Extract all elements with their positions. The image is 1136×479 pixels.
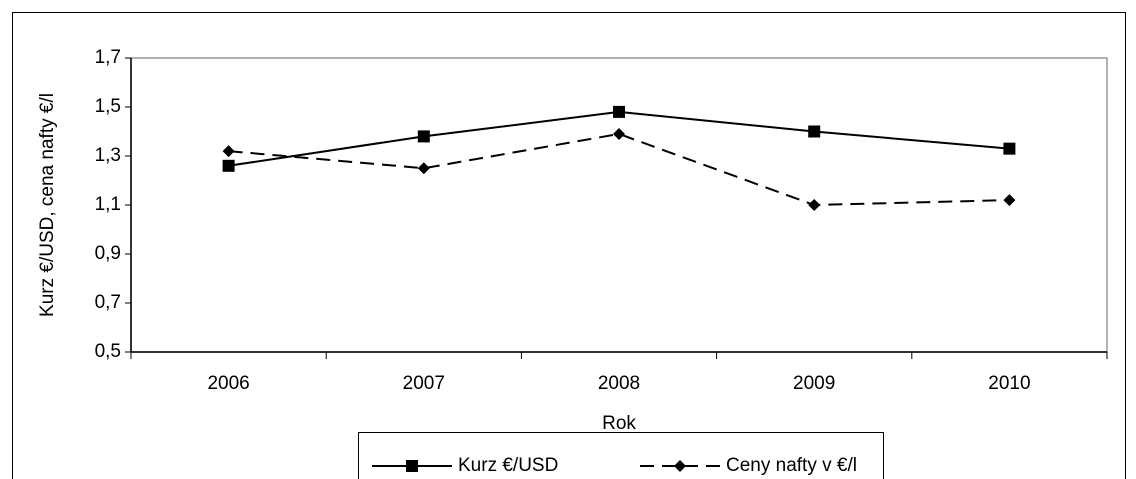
y-tick-label: 1,5 xyxy=(95,96,121,117)
legend-marker xyxy=(674,460,686,472)
y-axis-label: Kurz €/USD, cena nafty €/l xyxy=(37,93,58,317)
marker xyxy=(613,127,625,140)
marker xyxy=(417,162,430,175)
legend-marker xyxy=(406,460,418,472)
marker xyxy=(417,130,430,143)
y-tick-label: 0,5 xyxy=(95,341,121,362)
y-tick-label: 1,3 xyxy=(95,145,121,166)
marker xyxy=(808,199,821,211)
x-tick-label: 2009 xyxy=(793,373,835,394)
legend-label: Ceny nafty v €/l xyxy=(726,455,857,476)
marker xyxy=(1003,142,1016,155)
chart-frame xyxy=(12,12,1126,479)
legend-label: Kurz €/USD xyxy=(458,455,558,476)
x-tick-label: 2007 xyxy=(403,373,445,394)
y-tick-label: 1,7 xyxy=(95,47,121,68)
marker xyxy=(808,125,821,138)
marker xyxy=(222,145,235,158)
marker xyxy=(613,105,625,118)
x-tick-label: 2006 xyxy=(207,373,249,394)
y-tick-label: 0,7 xyxy=(95,292,121,313)
y-tick-label: 0,9 xyxy=(95,243,121,264)
marker xyxy=(1003,194,1016,207)
x-axis-label: Rok xyxy=(602,413,636,434)
legend-box xyxy=(358,432,884,479)
x-tick-label: 2010 xyxy=(988,373,1030,394)
y-tick-label: 1,1 xyxy=(95,194,121,215)
marker xyxy=(222,159,235,172)
series-line xyxy=(228,132,1010,207)
x-tick-label: 2008 xyxy=(598,373,640,394)
